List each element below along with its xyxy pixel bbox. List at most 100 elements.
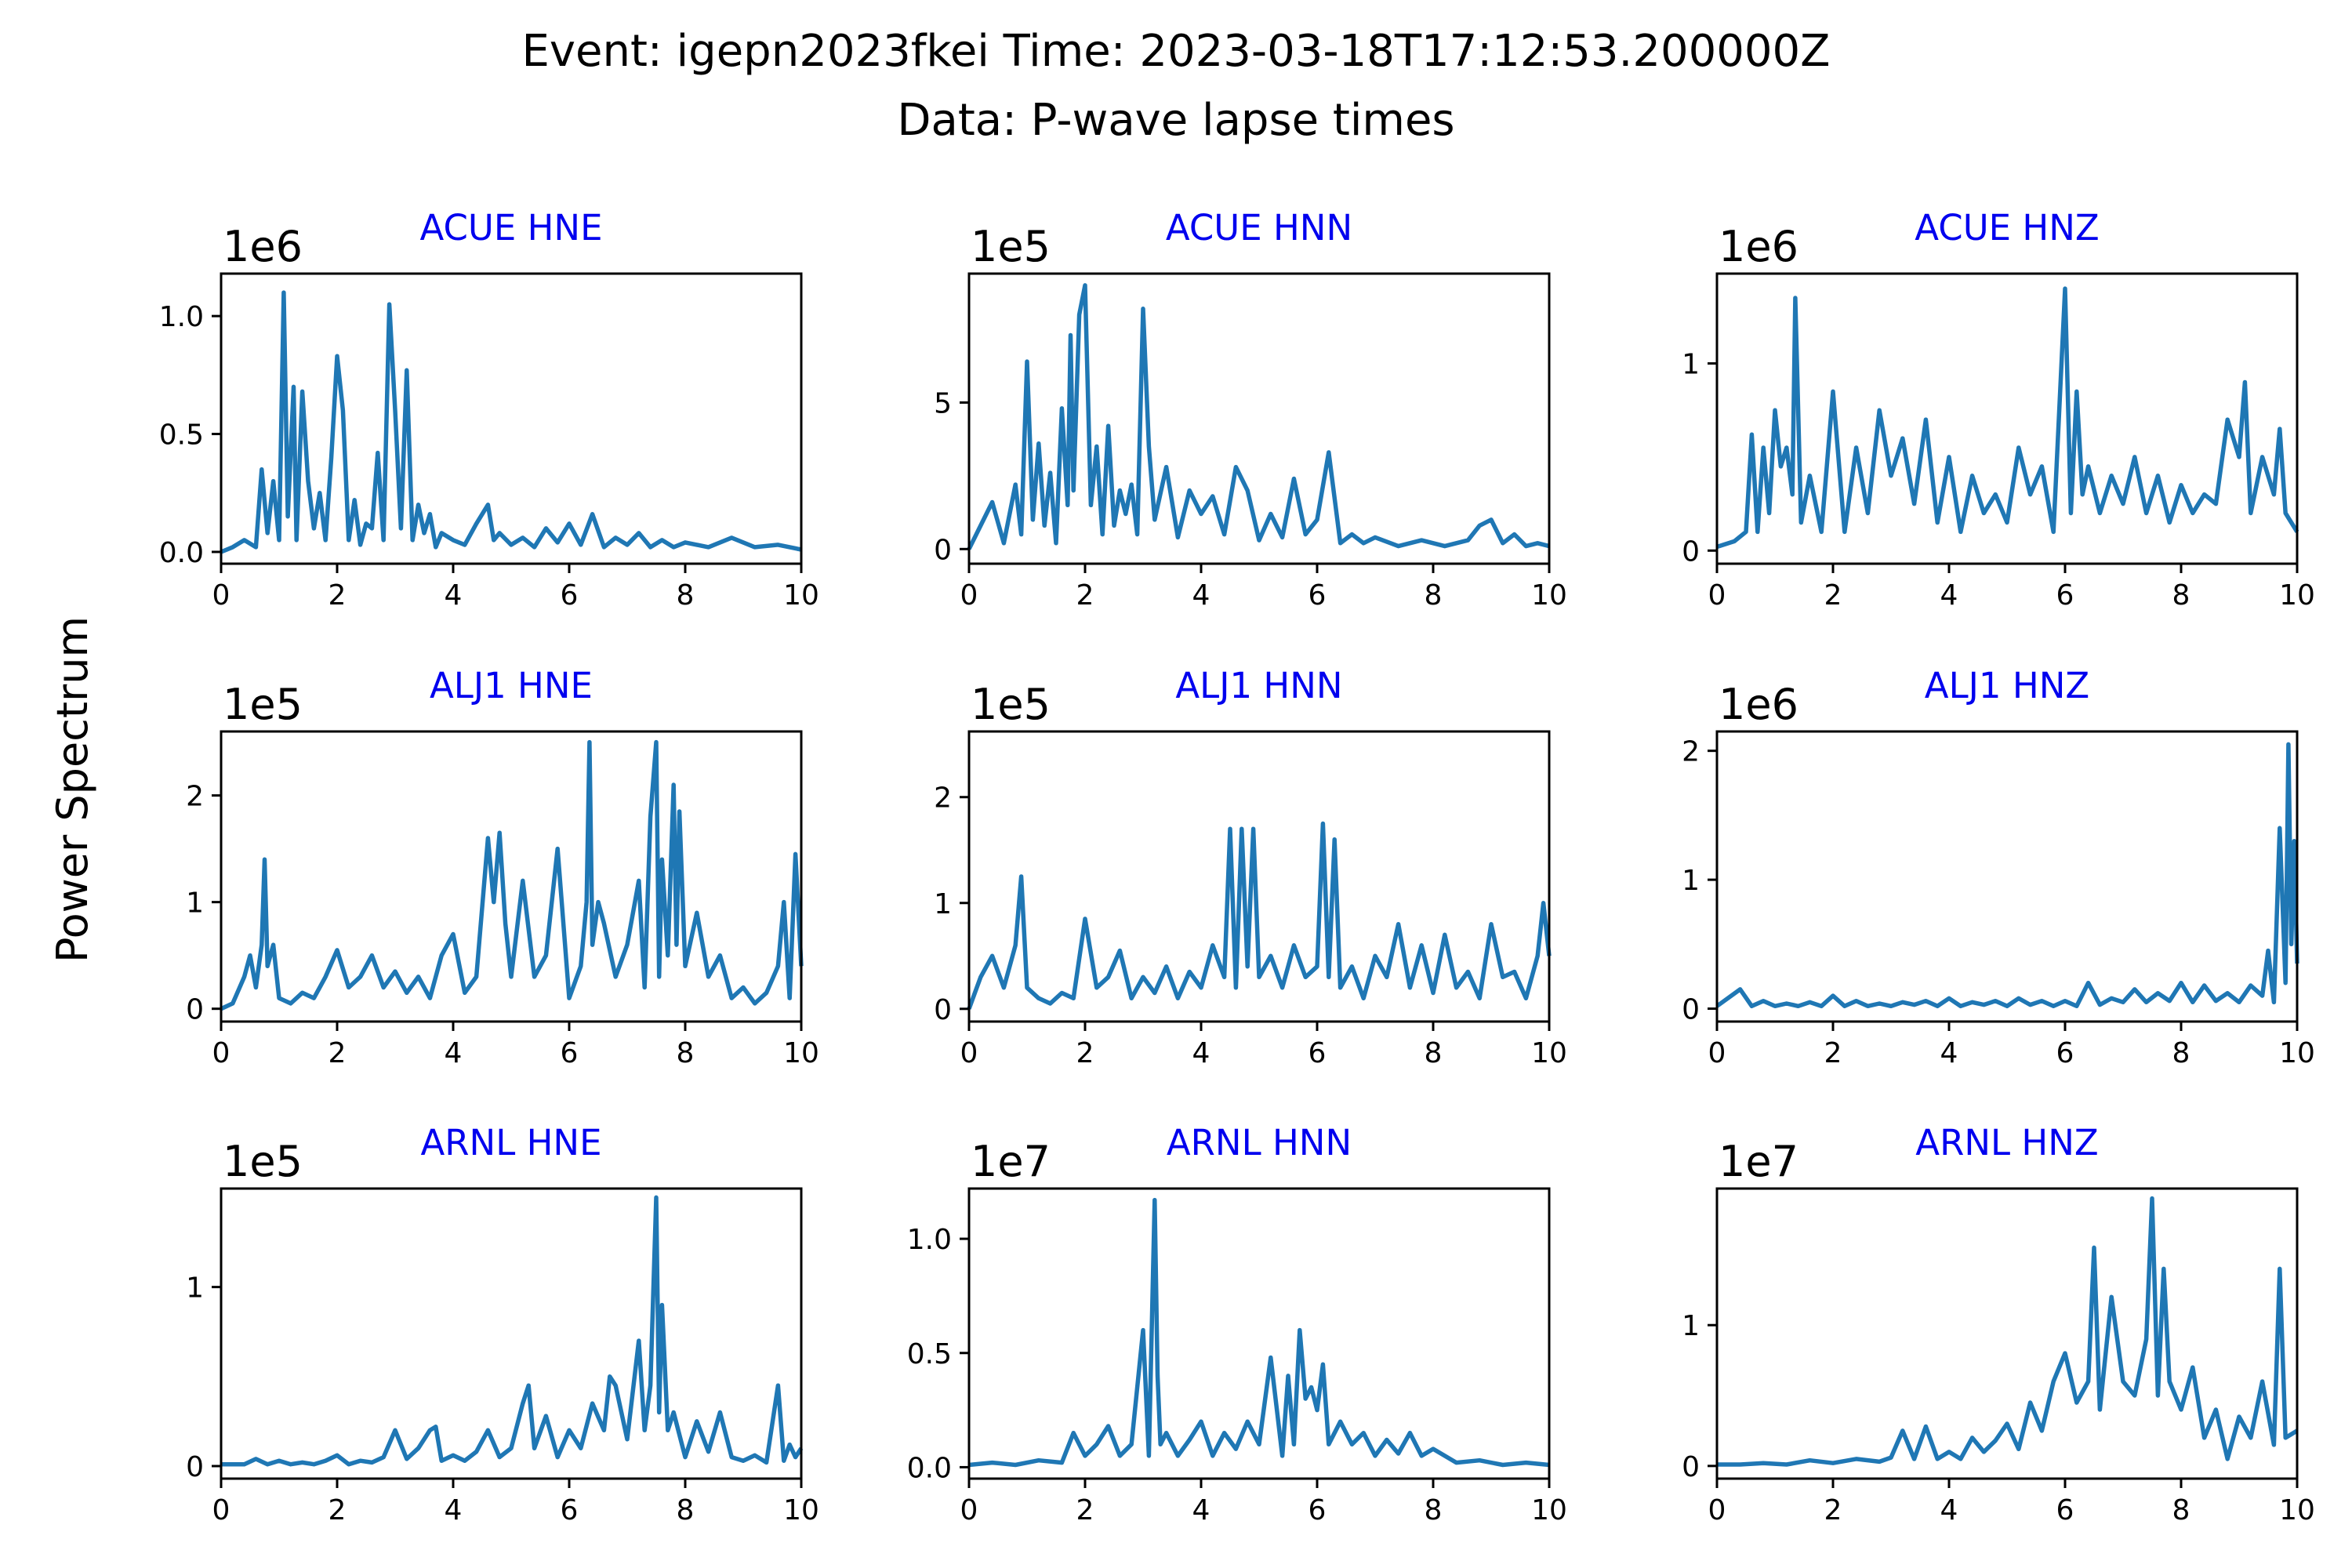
x-tick-label: 6 xyxy=(1308,579,1327,612)
x-tick-label: 8 xyxy=(677,1494,695,1526)
x-tick-label: 2 xyxy=(1824,1037,1842,1069)
y-tick-label: 0 xyxy=(1682,994,1700,1026)
y-tick-label: 1 xyxy=(1682,1310,1700,1342)
x-tick-label: 10 xyxy=(783,1494,819,1526)
subplot-title: ALJ1 HNE xyxy=(430,665,593,706)
x-tick-label: 2 xyxy=(328,579,347,612)
y-tick-label: 1 xyxy=(1682,865,1700,897)
x-tick-label: 2 xyxy=(1076,1494,1094,1526)
axis-multiplier: 1e7 xyxy=(1719,1137,1798,1186)
x-tick-label: 0 xyxy=(1708,1494,1726,1526)
x-tick-label: 4 xyxy=(1940,1494,1958,1526)
x-tick-label: 4 xyxy=(1940,1037,1958,1069)
series-line xyxy=(220,290,802,554)
x-tick-label: 0 xyxy=(212,579,230,612)
x-tick-label: 0 xyxy=(1708,1037,1726,1069)
axis-multiplier: 1e6 xyxy=(223,222,303,271)
y-axis-label: Power Spectrum xyxy=(48,616,97,963)
axis-multiplier: 1e7 xyxy=(971,1137,1051,1186)
y-tick-label: 2 xyxy=(186,781,204,813)
x-tick-label: 6 xyxy=(561,579,579,612)
x-tick-label: 0 xyxy=(960,1037,978,1069)
x-tick-label: 2 xyxy=(1824,1494,1842,1526)
y-tick-label: 0 xyxy=(1682,535,1700,568)
x-tick-label: 8 xyxy=(1425,579,1443,612)
x-tick-label: 6 xyxy=(2056,579,2074,612)
subplot-title: ACUE HNE xyxy=(419,207,602,249)
x-tick-label: 6 xyxy=(2056,1494,2074,1526)
x-tick-label: 4 xyxy=(445,579,463,612)
x-tick-label: 4 xyxy=(445,1494,463,1526)
y-tick-label: 1 xyxy=(186,887,204,920)
y-tick-label: 0 xyxy=(1682,1451,1700,1483)
axes-frame xyxy=(1715,730,2299,1023)
subplot: 0 2 4 6 8 10 0 1 1e7 ARNL HNZ xyxy=(1682,1122,2315,1526)
x-tick-label: 0 xyxy=(960,579,978,612)
series-line xyxy=(967,283,1550,550)
axes-frame xyxy=(220,1187,803,1480)
subplot: 0 2 4 6 8 10 0 1 2 1e5 ALJ1 HNE xyxy=(186,665,819,1069)
series-line xyxy=(220,739,804,1011)
axes-frame xyxy=(220,272,803,565)
x-tick-label: 8 xyxy=(2172,579,2190,612)
x-tick-label: 6 xyxy=(561,1494,579,1526)
subplot-title: ARNL HNZ xyxy=(1915,1122,2098,1163)
x-tick-label: 2 xyxy=(1076,1037,1094,1069)
x-tick-label: 10 xyxy=(783,579,819,612)
x-tick-label: 2 xyxy=(1824,579,1842,612)
x-tick-label: 8 xyxy=(677,1037,695,1069)
subplot: 0 2 4 6 8 10 0 5 1e5 ACUE HNN xyxy=(934,207,1567,612)
axis-multiplier: 1e6 xyxy=(1719,680,1798,729)
axes-frame xyxy=(967,272,1551,565)
axes-frame xyxy=(967,730,1551,1023)
y-tick-label: 2 xyxy=(1682,736,1700,768)
x-tick-label: 0 xyxy=(212,1037,230,1069)
x-tick-label: 10 xyxy=(783,1037,819,1069)
axis-multiplier: 1e5 xyxy=(971,680,1051,729)
x-tick-label: 10 xyxy=(2279,1494,2315,1526)
series-line xyxy=(1716,286,2299,550)
series-line xyxy=(1717,1196,2299,1467)
x-tick-label: 0 xyxy=(212,1494,230,1526)
x-tick-label: 8 xyxy=(2172,1494,2190,1526)
subplot-title: ACUE HNZ xyxy=(1915,207,2099,249)
x-tick-label: 8 xyxy=(1425,1037,1443,1069)
x-tick-label: 2 xyxy=(328,1494,347,1526)
y-tick-label: 0.0 xyxy=(159,537,204,569)
axis-multiplier: 1e5 xyxy=(971,222,1051,271)
subplot-title: ARNL HNE xyxy=(420,1122,601,1163)
axis-multiplier: 1e5 xyxy=(223,1137,303,1186)
subplot: 0 2 4 6 8 10 0 1 1e6 ACUE HNZ xyxy=(1682,207,2315,612)
axes-frame xyxy=(967,1187,1551,1480)
y-tick-label: 0 xyxy=(186,994,204,1026)
x-tick-label: 10 xyxy=(2279,1037,2315,1069)
x-tick-label: 8 xyxy=(1425,1494,1443,1526)
subplot-title: ACUE HNN xyxy=(1166,207,1352,249)
y-tick-label: 0.5 xyxy=(159,419,204,452)
x-tick-label: 2 xyxy=(1076,579,1094,612)
subplot-title: ALJ1 HNN xyxy=(1175,665,1342,706)
subplot: 0 2 4 6 8 10 0 1 1e5 ARNL HNE xyxy=(186,1122,819,1526)
x-tick-label: 6 xyxy=(1308,1037,1327,1069)
x-tick-label: 8 xyxy=(677,579,695,612)
y-tick-label: 1 xyxy=(1682,349,1700,381)
x-tick-label: 2 xyxy=(328,1037,347,1069)
series-line xyxy=(1715,742,2299,1009)
subplot: 0 2 4 6 8 10 0 1 2 1e6 ALJ1 HNZ xyxy=(1682,665,2315,1069)
y-tick-label: 0.0 xyxy=(907,1452,952,1484)
x-tick-label: 6 xyxy=(561,1037,579,1069)
x-tick-label: 0 xyxy=(960,1494,978,1526)
x-tick-label: 6 xyxy=(2056,1037,2074,1069)
x-tick-label: 4 xyxy=(1192,1037,1210,1069)
y-tick-label: 1.0 xyxy=(907,1224,952,1256)
x-tick-label: 4 xyxy=(1192,579,1210,612)
subplot-title: ALJ1 HNZ xyxy=(1925,665,2089,706)
x-tick-label: 10 xyxy=(1531,1494,1567,1526)
x-tick-label: 10 xyxy=(1531,579,1567,612)
y-tick-label: 1 xyxy=(186,1272,204,1305)
x-tick-label: 8 xyxy=(2172,1037,2190,1069)
subplot: 0 2 4 6 8 10 0.0 0.5 1.0 1e6 ACUE HNE xyxy=(159,207,819,612)
axes-frame xyxy=(1715,1187,2299,1480)
x-tick-label: 6 xyxy=(1308,1494,1327,1526)
